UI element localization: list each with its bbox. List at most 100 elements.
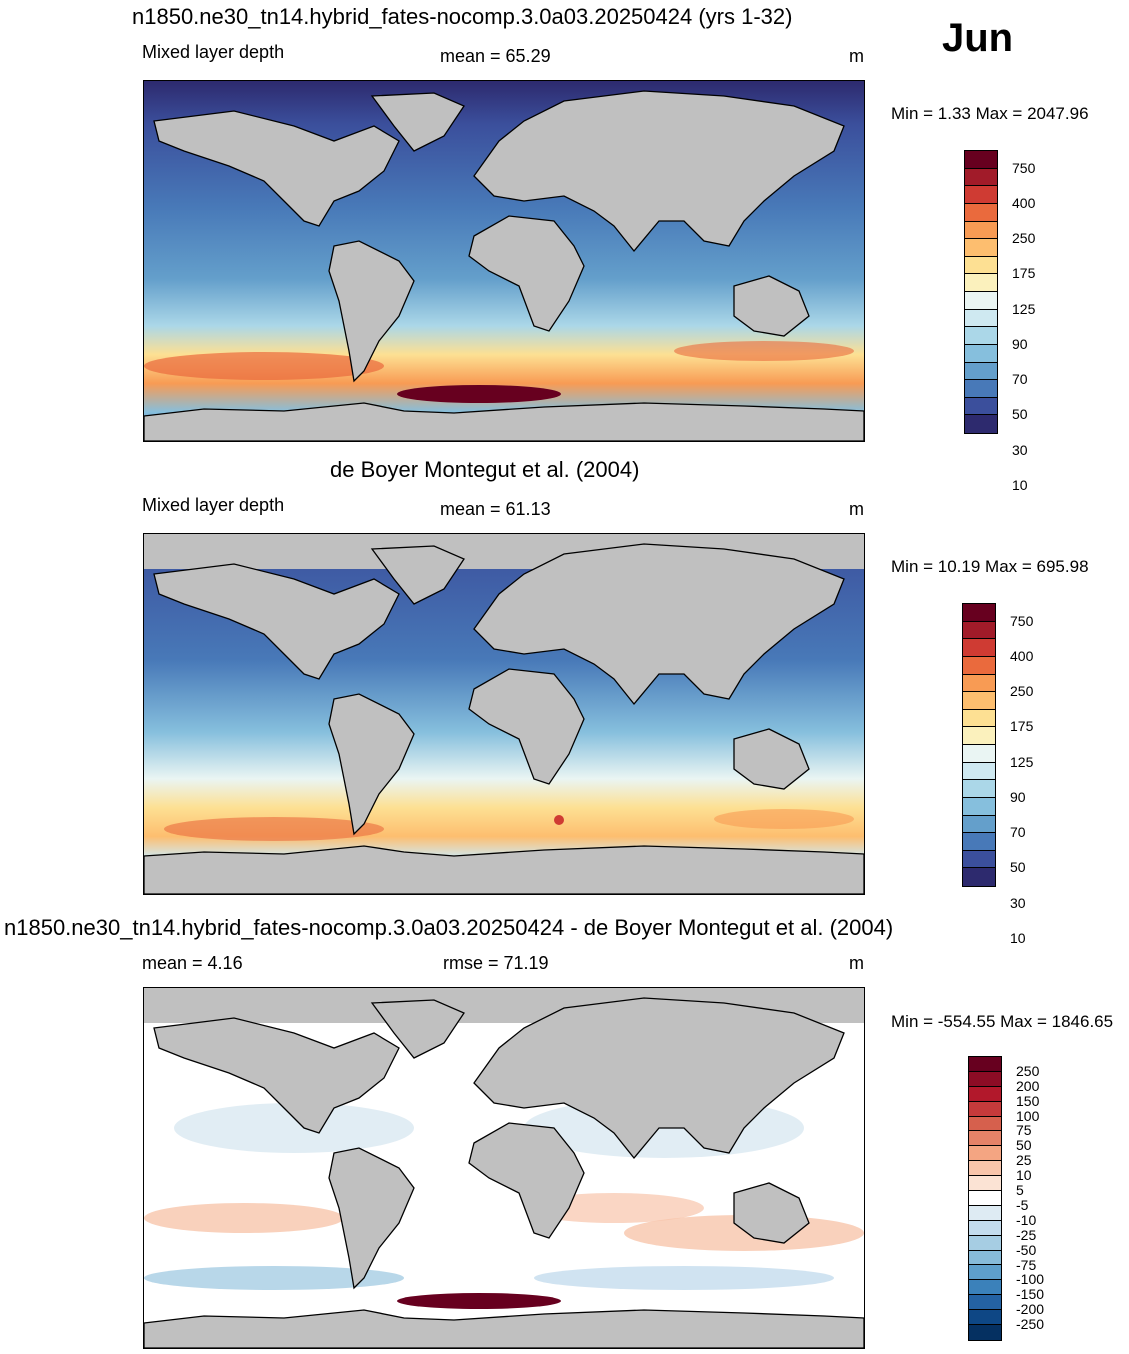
colorbar-tick-label: 250 (1016, 1062, 1040, 1079)
panel-3-colorbar-scale (968, 1056, 1002, 1341)
colorbar-swatch (963, 815, 995, 834)
panel-3-map (143, 987, 865, 1349)
colorbar-tick-label: 125 (1012, 300, 1036, 317)
colorbar-tick-label: 150 (1016, 1092, 1040, 1109)
colorbar-swatch (963, 762, 995, 781)
panel-1-variable-label: Mixed layer depth (142, 42, 285, 62)
colorbar-swatch (969, 1220, 1001, 1236)
colorbar-tick-label: 250 (1012, 230, 1036, 247)
colorbar-swatch (965, 415, 997, 433)
colorbar-swatch (969, 1161, 1001, 1177)
colorbar-swatch (965, 292, 997, 310)
colorbar-tick-label: 25 (1016, 1152, 1032, 1169)
colorbar-tick-label: -100 (1016, 1271, 1045, 1288)
colorbar-swatch (969, 1325, 1001, 1340)
panel-1-title: n1850.ne30_tn14.hybrid_fates-nocomp.3.0a… (132, 4, 793, 29)
colorbar-tick-label: 50 (1010, 859, 1026, 876)
colorbar-tick-label: 400 (1012, 194, 1036, 211)
colorbar-tick-label: 10 (1012, 476, 1028, 493)
panel-2-variable-label: Mixed layer depth (142, 495, 285, 515)
colorbar-swatch (965, 186, 997, 204)
panel-3-rmse-label: rmse = 71.19 (443, 953, 549, 973)
colorbar-tick-label: 70 (1012, 371, 1028, 388)
colorbar-swatch (963, 639, 995, 657)
colorbar-swatch (965, 239, 997, 257)
colorbar-swatch (969, 1131, 1001, 1147)
colorbar-tick-label: 70 (1010, 824, 1026, 841)
colorbar-tick-label: -250 (1016, 1316, 1045, 1333)
colorbar-swatch (969, 1310, 1001, 1326)
panel-2-map-graphic (144, 534, 864, 894)
colorbar-swatch (963, 674, 995, 693)
colorbar-tick-label: 50 (1012, 406, 1028, 423)
colorbar-swatch (965, 327, 997, 345)
colorbar-swatch (963, 833, 995, 851)
colorbar-swatch (965, 380, 997, 398)
colorbar-swatch (965, 362, 997, 381)
colorbar-swatch (963, 604, 995, 622)
colorbar-tick-label: 175 (1012, 265, 1036, 282)
panel-1-mean-label: mean = 65.29 (440, 46, 551, 66)
colorbar-tick-label: 400 (1010, 647, 1034, 664)
colorbar-swatch (965, 221, 997, 240)
colorbar-tick-label: 750 (1012, 159, 1036, 176)
colorbar-swatch (963, 709, 995, 728)
colorbar-swatch (965, 274, 997, 292)
colorbar-swatch (969, 1250, 1001, 1266)
panel-3-title: n1850.ne30_tn14.hybrid_fates-nocomp.3.0a… (4, 915, 894, 940)
colorbar-tick-label: 30 (1012, 441, 1028, 458)
colorbar-swatch (965, 397, 997, 416)
panel-2-colorbar-scale (962, 603, 996, 887)
panel-2-mean-label: mean = 61.13 (440, 499, 551, 519)
colorbar-swatch (963, 797, 995, 816)
colorbar-swatch (965, 344, 997, 363)
colorbar-tick-label: -50 (1016, 1241, 1037, 1258)
colorbar-swatch (969, 1101, 1001, 1117)
colorbar-tick-label: 175 (1010, 718, 1034, 735)
colorbar-swatch (969, 1086, 1001, 1102)
colorbar-tick-label: 90 (1012, 335, 1028, 352)
month-label: Jun (942, 16, 1014, 60)
colorbar-swatch (965, 256, 997, 275)
colorbar-swatch (963, 850, 995, 869)
colorbar-swatch (963, 656, 995, 675)
colorbar-swatch (969, 1191, 1001, 1206)
colorbar-tick-label: 10 (1016, 1167, 1032, 1184)
colorbar-swatch (969, 1265, 1001, 1281)
colorbar-swatch (965, 151, 997, 169)
panel-1-map (143, 80, 865, 442)
panel-2-unit-label: m (849, 499, 864, 519)
colorbar-tick-label: 90 (1010, 788, 1026, 805)
colorbar-tick-label: 250 (1010, 683, 1034, 700)
colorbar-tick-label: -75 (1016, 1256, 1037, 1273)
colorbar-tick-label: 5 (1016, 1182, 1024, 1199)
colorbar-tick-label: -150 (1016, 1286, 1045, 1303)
panel-1-unit-label: m (849, 46, 864, 66)
panel-3-map-graphic (144, 988, 864, 1348)
colorbar-swatch (969, 1057, 1001, 1072)
colorbar-tick-label: -25 (1016, 1226, 1037, 1243)
colorbar-tick-label: 100 (1016, 1107, 1040, 1124)
colorbar-swatch (969, 1205, 1001, 1221)
colorbar-swatch (963, 621, 995, 640)
colorbar-swatch (965, 309, 997, 328)
colorbar-swatch (969, 1071, 1001, 1087)
colorbar-swatch (963, 780, 995, 798)
colorbar-swatch (969, 1146, 1001, 1162)
panel-2-minmax-label: Min = 10.19 Max = 695.98 (891, 557, 1089, 576)
panel-1-minmax-label: Min = 1.33 Max = 2047.96 (891, 104, 1089, 123)
colorbar-tick-label: 75 (1016, 1122, 1032, 1139)
colorbar-tick-label: 10 (1010, 929, 1026, 946)
colorbar-tick-label: -200 (1016, 1301, 1045, 1318)
panel-1-map-graphic (144, 81, 864, 441)
colorbar-swatch (969, 1295, 1001, 1311)
colorbar-tick-label: -10 (1016, 1211, 1037, 1228)
colorbar-tick-label: 200 (1016, 1077, 1040, 1094)
colorbar-swatch (965, 203, 997, 222)
colorbar-swatch (969, 1235, 1001, 1251)
colorbar-swatch (963, 727, 995, 745)
colorbar-tick-label: 50 (1016, 1137, 1032, 1154)
colorbar-swatch (963, 868, 995, 886)
colorbar-swatch (963, 745, 995, 763)
colorbar-tick-label: 125 (1010, 753, 1034, 770)
